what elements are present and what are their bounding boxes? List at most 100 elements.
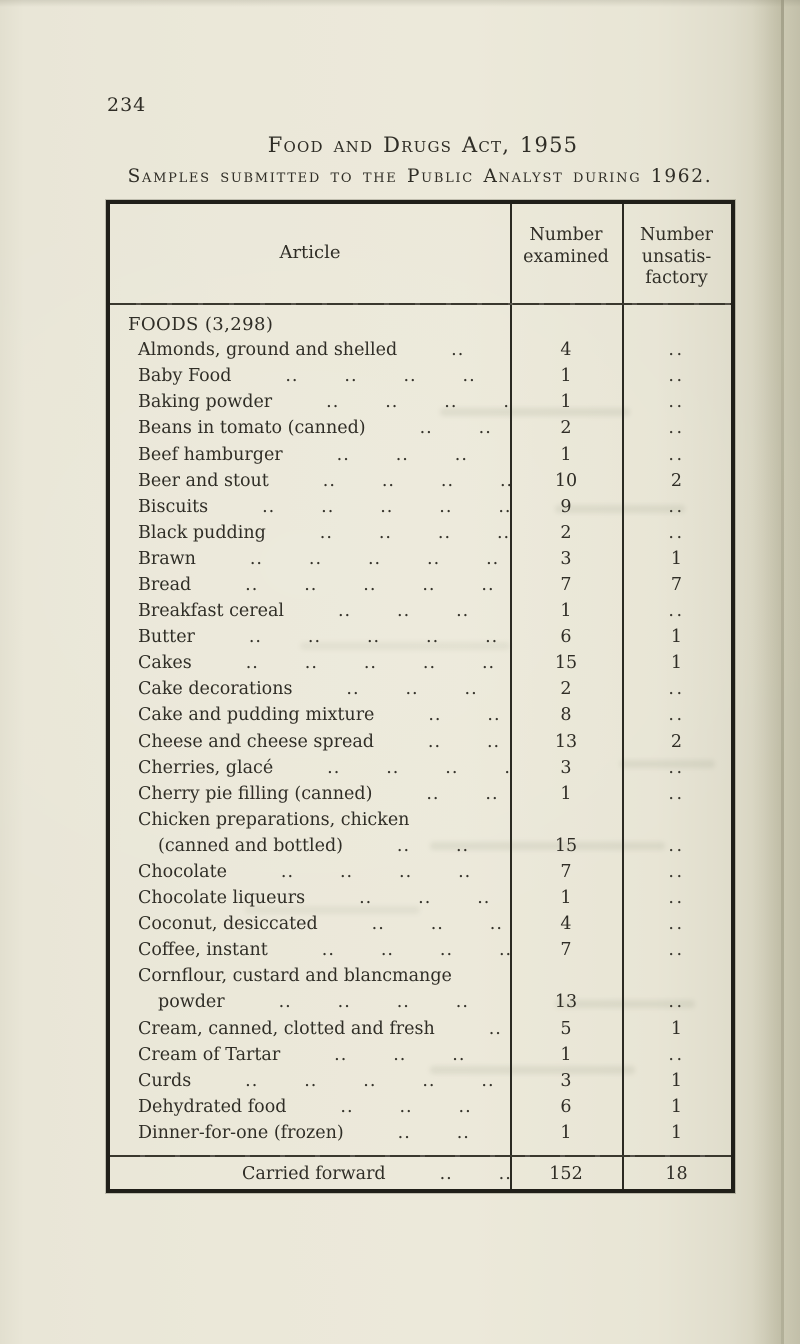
- column-header-number-unsatisfactory: Number unsatis- factory: [639, 225, 714, 288]
- bleed-through-artifact: [555, 505, 685, 513]
- table-row: Cake and pudding mixture .. .. .. .. .. …: [110, 702, 731, 728]
- table-row: Almonds, ground and shelled .. .. .. .. …: [110, 337, 731, 363]
- article-name: Biscuits: [138, 496, 209, 517]
- article-name: Butter: [138, 627, 195, 648]
- article-cell: Cake decorations .. .. .. .. .. .. .. ..…: [110, 679, 510, 699]
- cell-number-unsatisfactory: ..: [668, 444, 685, 465]
- page-title: Food and Drugs Act, 1955: [267, 133, 579, 157]
- cell-number-unsatisfactory: ..: [668, 862, 685, 883]
- article-cell: Cornflour, custard and blancmange: [110, 966, 510, 986]
- table-row: Coconut, desiccated .. .. .. .. .. .. ..…: [110, 911, 731, 937]
- table-row: FOODS (3,298): [110, 311, 731, 337]
- table-row: Curds .. .. .. .. .. .. .. .. .. .. .. .…: [110, 1068, 731, 1094]
- article-cell: Beans in tomato (canned) .. .. .. .. .. …: [110, 418, 510, 438]
- column-header-number-examined: Number examined: [523, 225, 609, 267]
- bleed-through-artifact: [440, 408, 630, 416]
- cell-number-examined: 1: [560, 783, 572, 804]
- dot-leaders: .. .. .. .. .. .. .. .. .. .. .. ..: [248, 627, 510, 648]
- dot-leaders: .. .. .. .. .. .. .. .. .. .. .. ..: [396, 835, 510, 856]
- table-row: Coffee, instant .. .. .. .. .. .. .. .. …: [110, 937, 731, 963]
- article-name: Coconut, desiccated: [138, 914, 318, 935]
- article-cell: Cherry pie filling (canned) .. .. .. .. …: [110, 784, 510, 804]
- table-row: (canned and bottled) .. .. .. .. .. .. .…: [110, 833, 731, 859]
- cell-number-examined: 8: [560, 705, 572, 726]
- cell-number-unsatisfactory: 7: [670, 574, 683, 595]
- dot-leaders: .. .. .. .. .. .. .. .. .. .. .. ..: [337, 601, 510, 622]
- dot-leaders: .. .. .. .. .. .. .. .. .. .. .. ..: [428, 705, 510, 726]
- article-name: Cream, canned, clotted and fresh: [138, 1018, 435, 1039]
- table-header-row: Article Number examined Number unsatis- …: [110, 204, 731, 303]
- article-name: Beef hamburger: [138, 444, 283, 465]
- cell-number-unsatisfactory: ..: [668, 705, 685, 726]
- article-cell: Black pudding .. .. .. .. .. .. .. .. ..…: [110, 523, 510, 543]
- cell-number-unsatisfactory: ..: [668, 392, 685, 413]
- cell-number-unsatisfactory: 1: [670, 1122, 683, 1143]
- article-name: (canned and bottled): [158, 835, 343, 856]
- article-name: Coffee, instant: [138, 940, 268, 961]
- article-name: Baking powder: [138, 392, 273, 413]
- page-edge-shade: [752, 0, 781, 1344]
- bleed-through-artifact: [620, 760, 715, 768]
- dot-leaders: .. .. .. .. .. .. .. .. .. .. .. ..: [327, 757, 510, 778]
- article-cell: Chicken preparations, chicken: [110, 810, 510, 830]
- cell-number-unsatisfactory: ..: [668, 757, 685, 778]
- cell-number-examined: 1: [560, 888, 572, 909]
- cell-number-examined: 5: [560, 1018, 572, 1039]
- article-cell: Biscuits .. .. .. .. .. .. .. .. .. .. .…: [110, 497, 510, 517]
- article-cell: Dinner-for-one (frozen) .. .. .. .. .. .…: [110, 1123, 510, 1143]
- dot-leaders: .. .. .. .. .. .. .. .. .. .. .. ..: [319, 522, 510, 543]
- article-name: Cherry pie filling (canned): [138, 783, 373, 804]
- article-name: Chocolate liqueurs: [138, 888, 306, 909]
- table-row: Beer and stout .. .. .. .. .. .. .. .. .…: [110, 468, 731, 494]
- table-row: Bread .. .. .. .. .. .. .. .. .. .. .. .…: [110, 572, 731, 598]
- cell-number-examined: 7: [560, 574, 572, 595]
- page-fold-line: [781, 0, 784, 1344]
- cell-number-examined: 3: [560, 757, 572, 778]
- article-name: Bread: [138, 574, 192, 595]
- bleed-through-artifact: [430, 1066, 635, 1074]
- cell-number-unsatisfactory: ..: [668, 992, 685, 1013]
- footer-rule: [110, 1155, 731, 1157]
- cell-number-unsatisfactory: 2: [670, 470, 683, 491]
- article-cell: Cream of Tartar .. .. .. .. .. .. .. .. …: [110, 1045, 510, 1065]
- article-cell: Brawn .. .. .. .. .. .. .. .. .. .. .. .…: [110, 549, 510, 569]
- article-name: Cream of Tartar: [138, 1044, 281, 1065]
- dot-leaders: .. .. .. .. .. .. .. .. .. .. .. ..: [321, 940, 510, 961]
- dot-leaders: .. .. .. .. .. .. .. .. .. .. .. ..: [285, 366, 510, 387]
- article-name: Baby Food: [138, 366, 232, 387]
- table-row: Dehydrated food .. .. .. .. .. .. .. .. …: [110, 1094, 731, 1120]
- article-name: Cherries, glacé: [138, 757, 274, 778]
- page-number: 234: [107, 94, 147, 116]
- article-name: Cakes: [138, 653, 192, 674]
- dot-leaders: .. .. .. .. .. .. .. .. .. .. .. ..: [359, 888, 510, 909]
- table-body: FOODS (3,298) Almonds, ground and shelled…: [110, 311, 731, 1146]
- dot-leaders: .. .. .. .. .. .. .. .. .. .. .. ..: [346, 679, 510, 700]
- article-name: FOODS (3,298): [128, 313, 274, 335]
- cell-number-examined: 1: [560, 1122, 572, 1143]
- article-cell: Cake and pudding mixture .. .. .. .. .. …: [110, 705, 510, 725]
- article-cell: Coconut, desiccated .. .. .. .. .. .. ..…: [110, 914, 510, 934]
- table-row: Breakfast cereal .. .. .. .. .. .. .. ..…: [110, 598, 731, 624]
- header-rule: [110, 303, 731, 305]
- cell-number-examined: 15: [554, 835, 578, 856]
- dot-leaders: .. .. .. .. .. .. .. .. .. .. .. ..: [371, 914, 510, 935]
- article-name: Cornflour, custard and blancmange: [138, 966, 452, 987]
- table-row: Cherries, glacé .. .. .. .. .. .. .. .. …: [110, 755, 731, 781]
- article-cell: Cherries, glacé .. .. .. .. .. .. .. .. …: [110, 758, 510, 778]
- article-cell: Almonds, ground and shelled .. .. .. .. …: [110, 340, 510, 360]
- article-cell: Coffee, instant .. .. .. .. .. .. .. .. …: [110, 940, 510, 960]
- article-cell: Curds .. .. .. .. .. .. .. .. .. .. .. .…: [110, 1071, 510, 1091]
- article-name: Cheese and cheese spread: [138, 731, 374, 752]
- article-name: Black pudding: [138, 522, 266, 543]
- cell-number-unsatisfactory: ..: [668, 1044, 685, 1065]
- cell-number-examined: 1: [560, 1044, 572, 1065]
- cell-number-examined: 6: [560, 1096, 572, 1117]
- article-name: powder: [158, 992, 225, 1013]
- article-cell: (canned and bottled) .. .. .. .. .. .. .…: [110, 836, 510, 856]
- bleed-through-artifact: [555, 1000, 695, 1008]
- dot-leaders: .. .. .. .. .. .. .. .. .. .. .. ..: [278, 992, 510, 1013]
- dot-leaders: .. .. .. .. .. .. .. .. .. .. .. ..: [451, 340, 510, 361]
- cell-number-examined: 3: [560, 548, 572, 569]
- dot-leaders: .. .. .. .. .. .. .. .. .. .. .. ..: [280, 862, 510, 883]
- cell-number-examined: 4: [560, 340, 572, 361]
